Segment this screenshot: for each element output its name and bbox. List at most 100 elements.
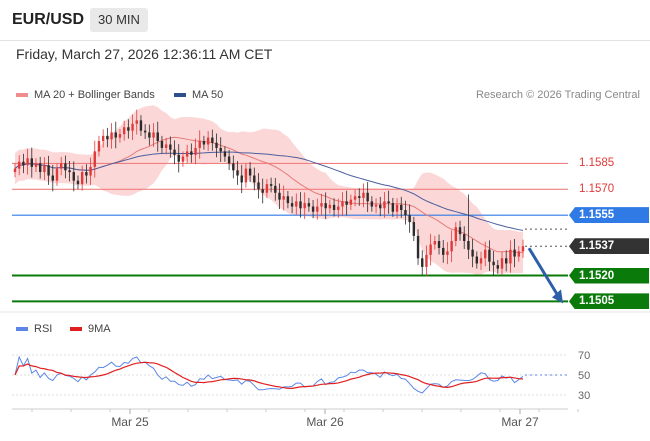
level-tag-1.1505: 1.1505 [569,293,649,310]
candle-body [303,203,306,209]
candle-body [253,175,256,183]
legend-rsi-label: RSI [34,323,53,335]
candle-body [55,168,59,181]
candle-body [442,247,445,255]
candle-body [106,135,109,140]
candle-body [135,120,138,124]
candle-body [488,249,491,262]
x-tick-label: Mar 26 [306,415,344,429]
candle-body [72,172,75,181]
candle-body [450,241,453,252]
timeframe-button[interactable]: 30 MIN [90,8,148,32]
candle-body [206,137,210,145]
candle-body [101,135,105,142]
bollinger-band [15,105,523,276]
candle-body [190,151,193,155]
level-tag-1.1570: 1.1570 [579,183,615,196]
candle-body [118,134,122,138]
legend-ma50: MA 50 [174,89,223,101]
candle-body [185,151,189,157]
x-tick-label: Mar 25 [111,415,149,429]
ma9-swatch-icon [70,327,82,332]
chart-header: EUR/USD 30 MIN [0,0,650,40]
candle-body [26,158,29,166]
candle-body [332,204,336,210]
candle-body [299,201,302,209]
candle-body [143,130,147,133]
rsi-tick-label: 70 [578,350,590,362]
candle-body [236,170,239,176]
candle-body [173,149,176,155]
candle-body [43,165,46,173]
candle-body [232,163,235,171]
candle-body [416,235,420,259]
candle-body [131,123,134,131]
candle-body [320,203,323,207]
candle-body [278,192,281,200]
candle-body [127,127,130,131]
ma50-line [14,151,524,231]
candle-body [148,132,151,138]
candle-body [400,204,403,210]
candle-body [454,227,458,242]
candle-body [295,201,298,207]
candle-body [521,246,525,252]
candle-body [194,147,197,155]
candle-body [412,222,416,236]
candle-body [366,192,369,202]
candle-body [22,161,25,166]
level-tag-1.1555: 1.1555 [569,207,649,224]
legend-rsi: RSI [16,323,52,335]
candle-body [387,201,390,204]
candle-body [219,147,222,152]
candle-body [34,163,38,167]
candle-body [404,210,407,216]
candle-body [328,204,332,209]
rsi-tick-label: 30 [578,390,590,402]
candle-body [379,204,382,209]
candle-body [38,163,42,173]
candle-body [316,206,319,212]
candle-body [122,127,126,135]
candle-body [307,203,311,207]
candle-body [160,141,164,148]
legend-9ma-label: 9MA [88,323,111,335]
candle-body [114,132,117,138]
forecast-arrow-head [552,289,563,304]
candle-body [374,204,378,207]
rsi-swatch-icon [16,327,28,332]
candle-body [152,132,155,138]
candle-body [282,196,285,200]
candle-body [475,256,479,264]
candle-body [383,201,386,209]
candle-body [505,258,508,264]
candle-body [433,241,437,245]
candle-body [30,158,33,167]
candle-body [463,234,466,242]
candle-body [290,203,294,207]
legend-9ma: 9MA [70,323,111,335]
candle-body [64,163,67,171]
candle-body [484,249,487,259]
candle-body [458,227,462,235]
level-tag-1.1537: 1.1537 [569,238,649,255]
legend-bollinger-label: MA 20 + Bollinger Bands [34,89,155,101]
candle-body [324,203,327,209]
legend-bollinger: MA 20 + Bollinger Bands [16,89,155,101]
candle-body [244,168,248,183]
candle-body [421,258,424,267]
candle-body [286,196,290,204]
candle-body [181,156,185,162]
x-tick-label: Mar 27 [501,415,539,429]
bollinger-swatch-icon [16,93,28,98]
candle-body [446,251,449,255]
candle-body [198,141,201,148]
candle-body [80,172,84,185]
candle-body [425,254,428,267]
candle-body [362,192,365,198]
candle-body [408,215,411,223]
candle-body [169,144,172,150]
candle-body [509,249,512,264]
candle-body [353,196,357,200]
